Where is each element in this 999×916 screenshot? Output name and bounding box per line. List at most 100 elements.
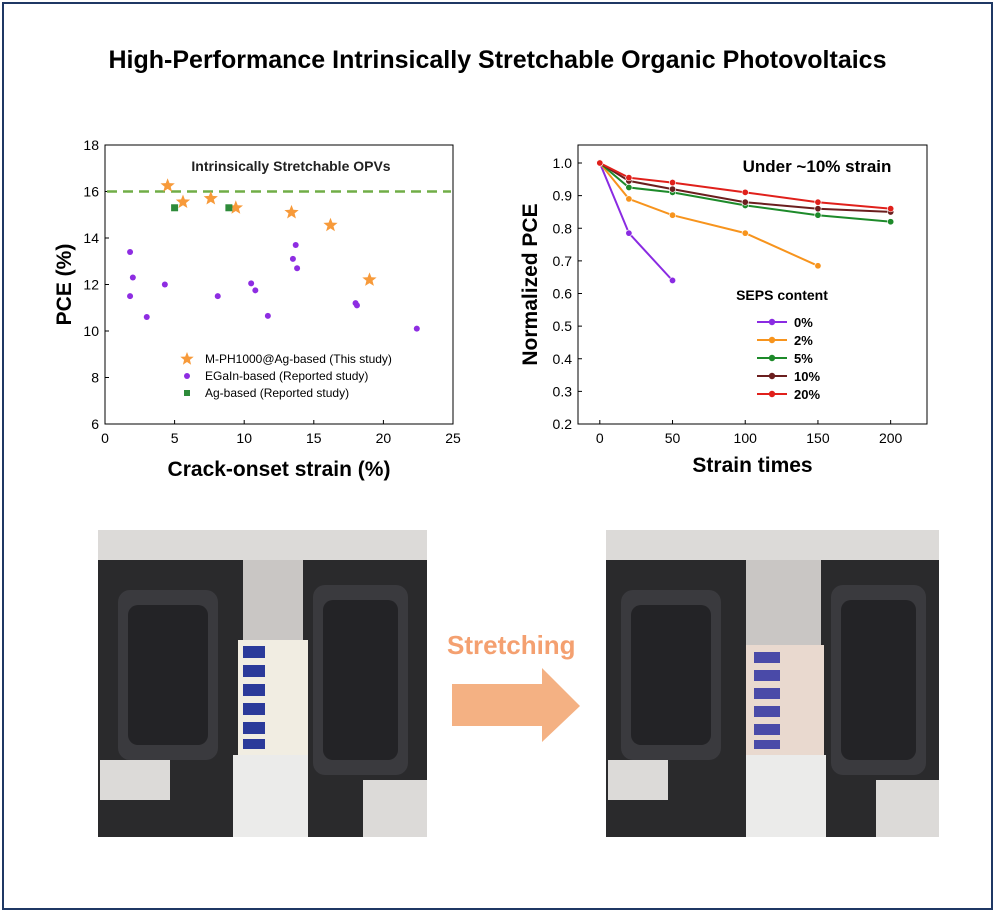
series-point — [887, 218, 895, 226]
star-point — [362, 272, 377, 286]
y-tick-label: 8 — [91, 370, 99, 386]
y-tick-label: 0.2 — [553, 416, 573, 432]
y-axis-label: Normalized PCE — [519, 203, 542, 365]
x-tick-label: 100 — [734, 430, 758, 446]
circle-point — [252, 287, 259, 294]
y-tick-label: 1.0 — [553, 155, 573, 171]
series-line — [599, 162, 891, 210]
star-point — [203, 191, 218, 205]
y-tick-label: 0.6 — [553, 286, 573, 302]
y-tick-label: 6 — [91, 416, 99, 432]
legend-label: M-PH1000@Ag-based (This study) — [205, 352, 392, 366]
star-point — [323, 217, 338, 232]
series-point — [669, 179, 677, 187]
circle-point — [264, 312, 271, 319]
y-tick-label: 0.5 — [553, 318, 573, 334]
legend-label: 5% — [794, 351, 813, 366]
series-point — [625, 195, 633, 203]
photo-before-stretching — [98, 530, 427, 837]
circle-point — [127, 248, 134, 255]
x-tick-label: 20 — [376, 430, 392, 446]
legend-square-marker — [184, 390, 190, 396]
series-point — [814, 205, 822, 213]
x-tick-label: 150 — [806, 430, 830, 446]
photo-after-stretching — [606, 530, 939, 837]
x-tick-label: 5 — [171, 430, 179, 446]
series-point — [625, 174, 633, 182]
circle-point — [413, 325, 420, 332]
circle-point — [353, 302, 360, 309]
legend-point-marker — [768, 372, 776, 380]
y-tick-label: 12 — [83, 277, 99, 293]
legend-circle-marker — [184, 373, 190, 379]
legend-point-marker — [768, 336, 776, 344]
legend-label: Ag-based (Reported study) — [205, 386, 349, 400]
y-tick-label: 16 — [83, 184, 99, 200]
circle-point — [292, 241, 299, 248]
legend-point-marker — [768, 354, 776, 362]
series-point — [669, 211, 677, 219]
series-point — [741, 188, 749, 196]
x-axis-label: Strain times — [692, 454, 812, 477]
y-tick-label: 0.9 — [553, 188, 573, 204]
legend-point-marker — [768, 390, 776, 398]
circle-point — [127, 293, 134, 300]
series-point — [625, 229, 633, 237]
circle-point — [214, 293, 221, 300]
legend-label: 0% — [794, 315, 813, 330]
circle-point — [248, 280, 255, 287]
x-tick-label: 25 — [445, 430, 461, 446]
legend-title: SEPS content — [736, 287, 828, 303]
x-tick-label: 200 — [879, 430, 903, 446]
plot-frame — [577, 144, 928, 425]
circle-point — [161, 281, 168, 288]
series-point — [669, 185, 677, 193]
circle-point — [289, 255, 296, 262]
stretching-label: Stretching — [447, 630, 576, 660]
series-line — [599, 162, 891, 213]
legend-point-marker — [768, 318, 776, 326]
star-point — [284, 204, 299, 219]
series-line — [599, 162, 891, 223]
y-axis-label: PCE (%) — [53, 244, 76, 326]
series-point — [669, 276, 677, 284]
x-tick-label: 50 — [665, 430, 681, 446]
circle-point — [129, 274, 136, 281]
series-point — [741, 229, 749, 237]
legend-star-marker — [180, 352, 194, 365]
series-point — [814, 262, 822, 270]
legend-label: 2% — [794, 333, 813, 348]
x-axis-label: Crack-onset strain (%) — [168, 458, 391, 481]
y-tick-label: 14 — [83, 230, 99, 246]
right-arrow-icon — [452, 668, 580, 742]
chart-title: Under ~10% strain — [743, 157, 892, 176]
series-point — [814, 198, 822, 206]
series-point — [887, 205, 895, 213]
y-tick-label: 0.3 — [553, 383, 573, 399]
circle-point — [143, 314, 150, 321]
circle-point — [294, 265, 301, 272]
x-tick-label: 15 — [306, 430, 322, 446]
chart-title: Intrinsically Stretchable OPVs — [191, 158, 390, 174]
star-point — [175, 194, 191, 208]
series-point — [596, 159, 604, 167]
y-tick-label: 18 — [83, 137, 99, 153]
x-tick-label: 0 — [596, 430, 604, 446]
x-tick-label: 0 — [101, 430, 109, 446]
y-tick-label: 0.4 — [553, 351, 573, 367]
y-tick-label: 10 — [83, 323, 99, 339]
star-point — [160, 178, 175, 192]
legend-label: 20% — [794, 387, 820, 402]
y-tick-label: 0.8 — [553, 220, 573, 236]
series-point — [814, 211, 822, 219]
y-tick-label: 0.7 — [553, 253, 573, 269]
square-point — [225, 204, 233, 212]
star-point — [228, 200, 243, 214]
legend-label: EGaIn-based (Reported study) — [205, 369, 368, 383]
series-point — [741, 198, 749, 206]
series-point — [625, 183, 633, 191]
legend-label: 10% — [794, 369, 820, 384]
figure-title: High-Performance Intrinsically Stretchab… — [108, 46, 887, 74]
square-point — [171, 204, 179, 212]
